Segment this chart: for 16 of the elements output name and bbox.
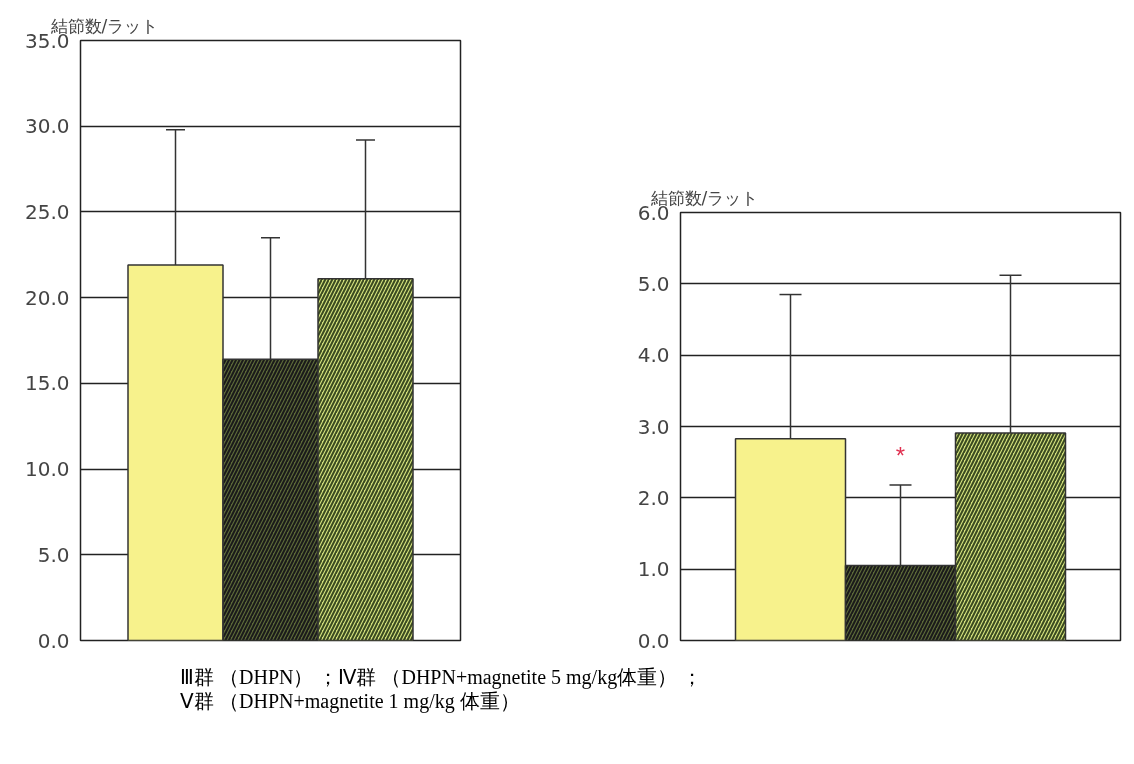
y-tick-label: 10.0 <box>24 457 70 482</box>
y-tick-label: 25.0 <box>24 199 70 224</box>
y-tick-label: 5.0 <box>637 271 670 296</box>
text: Ⅴ群 （DHPN+magnetite 1 mg/kg 体重） <box>180 690 520 712</box>
y-tick-label: 3.0 <box>637 414 670 439</box>
y-tick-label: 1.0 <box>637 557 670 582</box>
y-tick-label: 20.0 <box>24 285 70 310</box>
y-tick-label: 4.0 <box>637 343 670 368</box>
y-tick-label: 15.0 <box>24 371 70 396</box>
y-tick-label: 2.0 <box>637 485 670 510</box>
y-tick-label: 0.0 <box>637 628 670 653</box>
y-tick-label: 0.0 <box>37 628 70 653</box>
y-tick-label: 30.0 <box>24 114 70 139</box>
annotation: * <box>895 441 906 469</box>
text: Ⅲ群 （DHPN） ；Ⅳ群 （DHPN+magnetite 5 mg/kg体重） ； <box>180 666 703 688</box>
y-tick-label: 5.0 <box>37 542 70 567</box>
